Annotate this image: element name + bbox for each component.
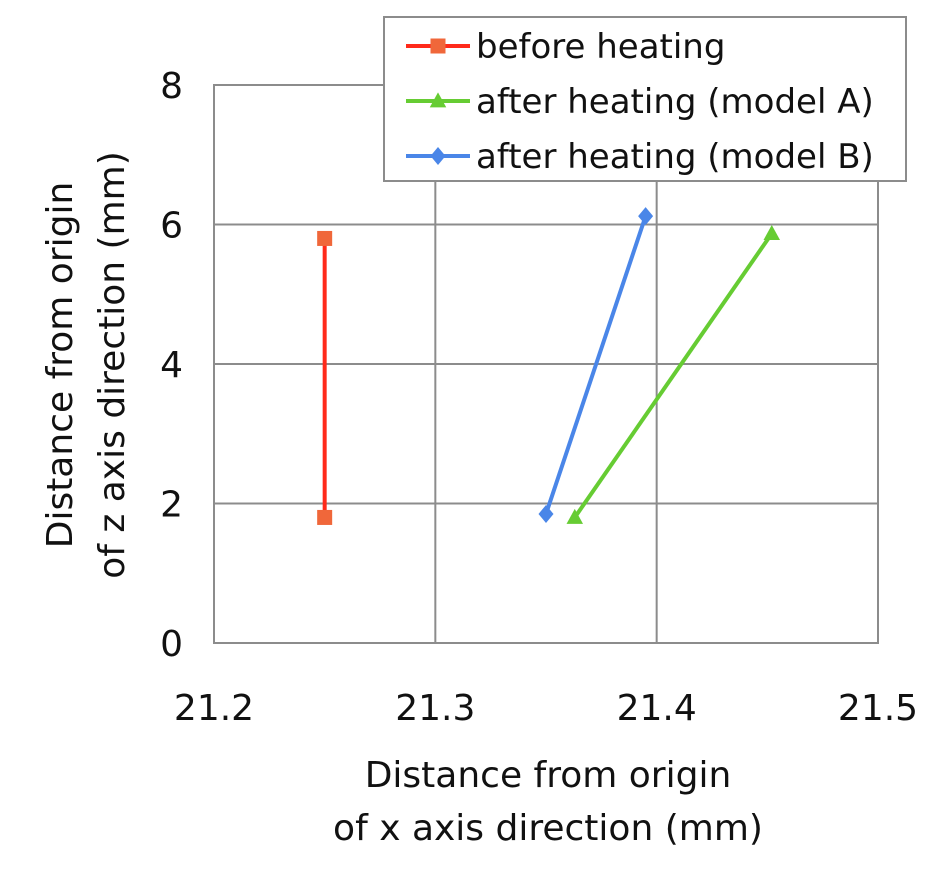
data-point-triangle	[566, 508, 584, 524]
x-tick-label: 21.5	[838, 688, 918, 729]
legend-entry: before heating	[406, 27, 725, 67]
legend-entry: after heating (model B)	[406, 137, 874, 177]
data-point-diamond	[538, 504, 554, 523]
y-tick-label: 6	[160, 206, 183, 247]
data-point-square	[317, 230, 333, 246]
series-2	[566, 224, 781, 524]
x-axis-title-line-1: Distance from origin	[365, 755, 732, 796]
legend-label: before heating	[476, 27, 725, 67]
y-tick-label: 4	[160, 345, 183, 386]
data-point-diamond	[430, 147, 446, 165]
legend: before heating after heating (model A) aft…	[383, 16, 907, 182]
data-point-square	[430, 38, 446, 54]
y-tick-labels: 0 2 4 6 8	[160, 66, 183, 665]
y-tick-label: 8	[160, 66, 183, 107]
data-point-triangle	[429, 92, 447, 108]
series-1	[317, 230, 333, 525]
legend-entry: after heating (model A)	[406, 82, 874, 122]
y-axis-title: Distance from origin of z axis direction…	[40, 151, 133, 578]
x-tick-labels: 21.2 21.3 21.4 21.5	[174, 688, 918, 729]
x-tick-label: 21.4	[617, 688, 697, 729]
y-axis-title-line-2: of z axis direction (mm)	[92, 151, 133, 578]
series-layer	[317, 207, 781, 525]
data-point-square	[317, 509, 333, 525]
legend-label: after heating (model B)	[476, 137, 874, 177]
data-point-diamond	[638, 207, 654, 226]
y-axis-title-line-1: Distance from origin	[40, 182, 81, 549]
data-point-triangle	[763, 224, 781, 240]
series-line	[544, 215, 648, 515]
series-line	[573, 232, 774, 519]
y-tick-label: 0	[160, 624, 183, 665]
legend-label: after heating (model A)	[476, 82, 874, 122]
legend-box	[383, 16, 907, 182]
y-tick-label: 2	[160, 485, 183, 526]
series-3	[538, 207, 654, 523]
x-tick-label: 21.3	[395, 688, 475, 729]
x-axis-title-line-2: of x axis direction (mm)	[333, 808, 763, 849]
x-tick-label: 21.2	[174, 688, 254, 729]
